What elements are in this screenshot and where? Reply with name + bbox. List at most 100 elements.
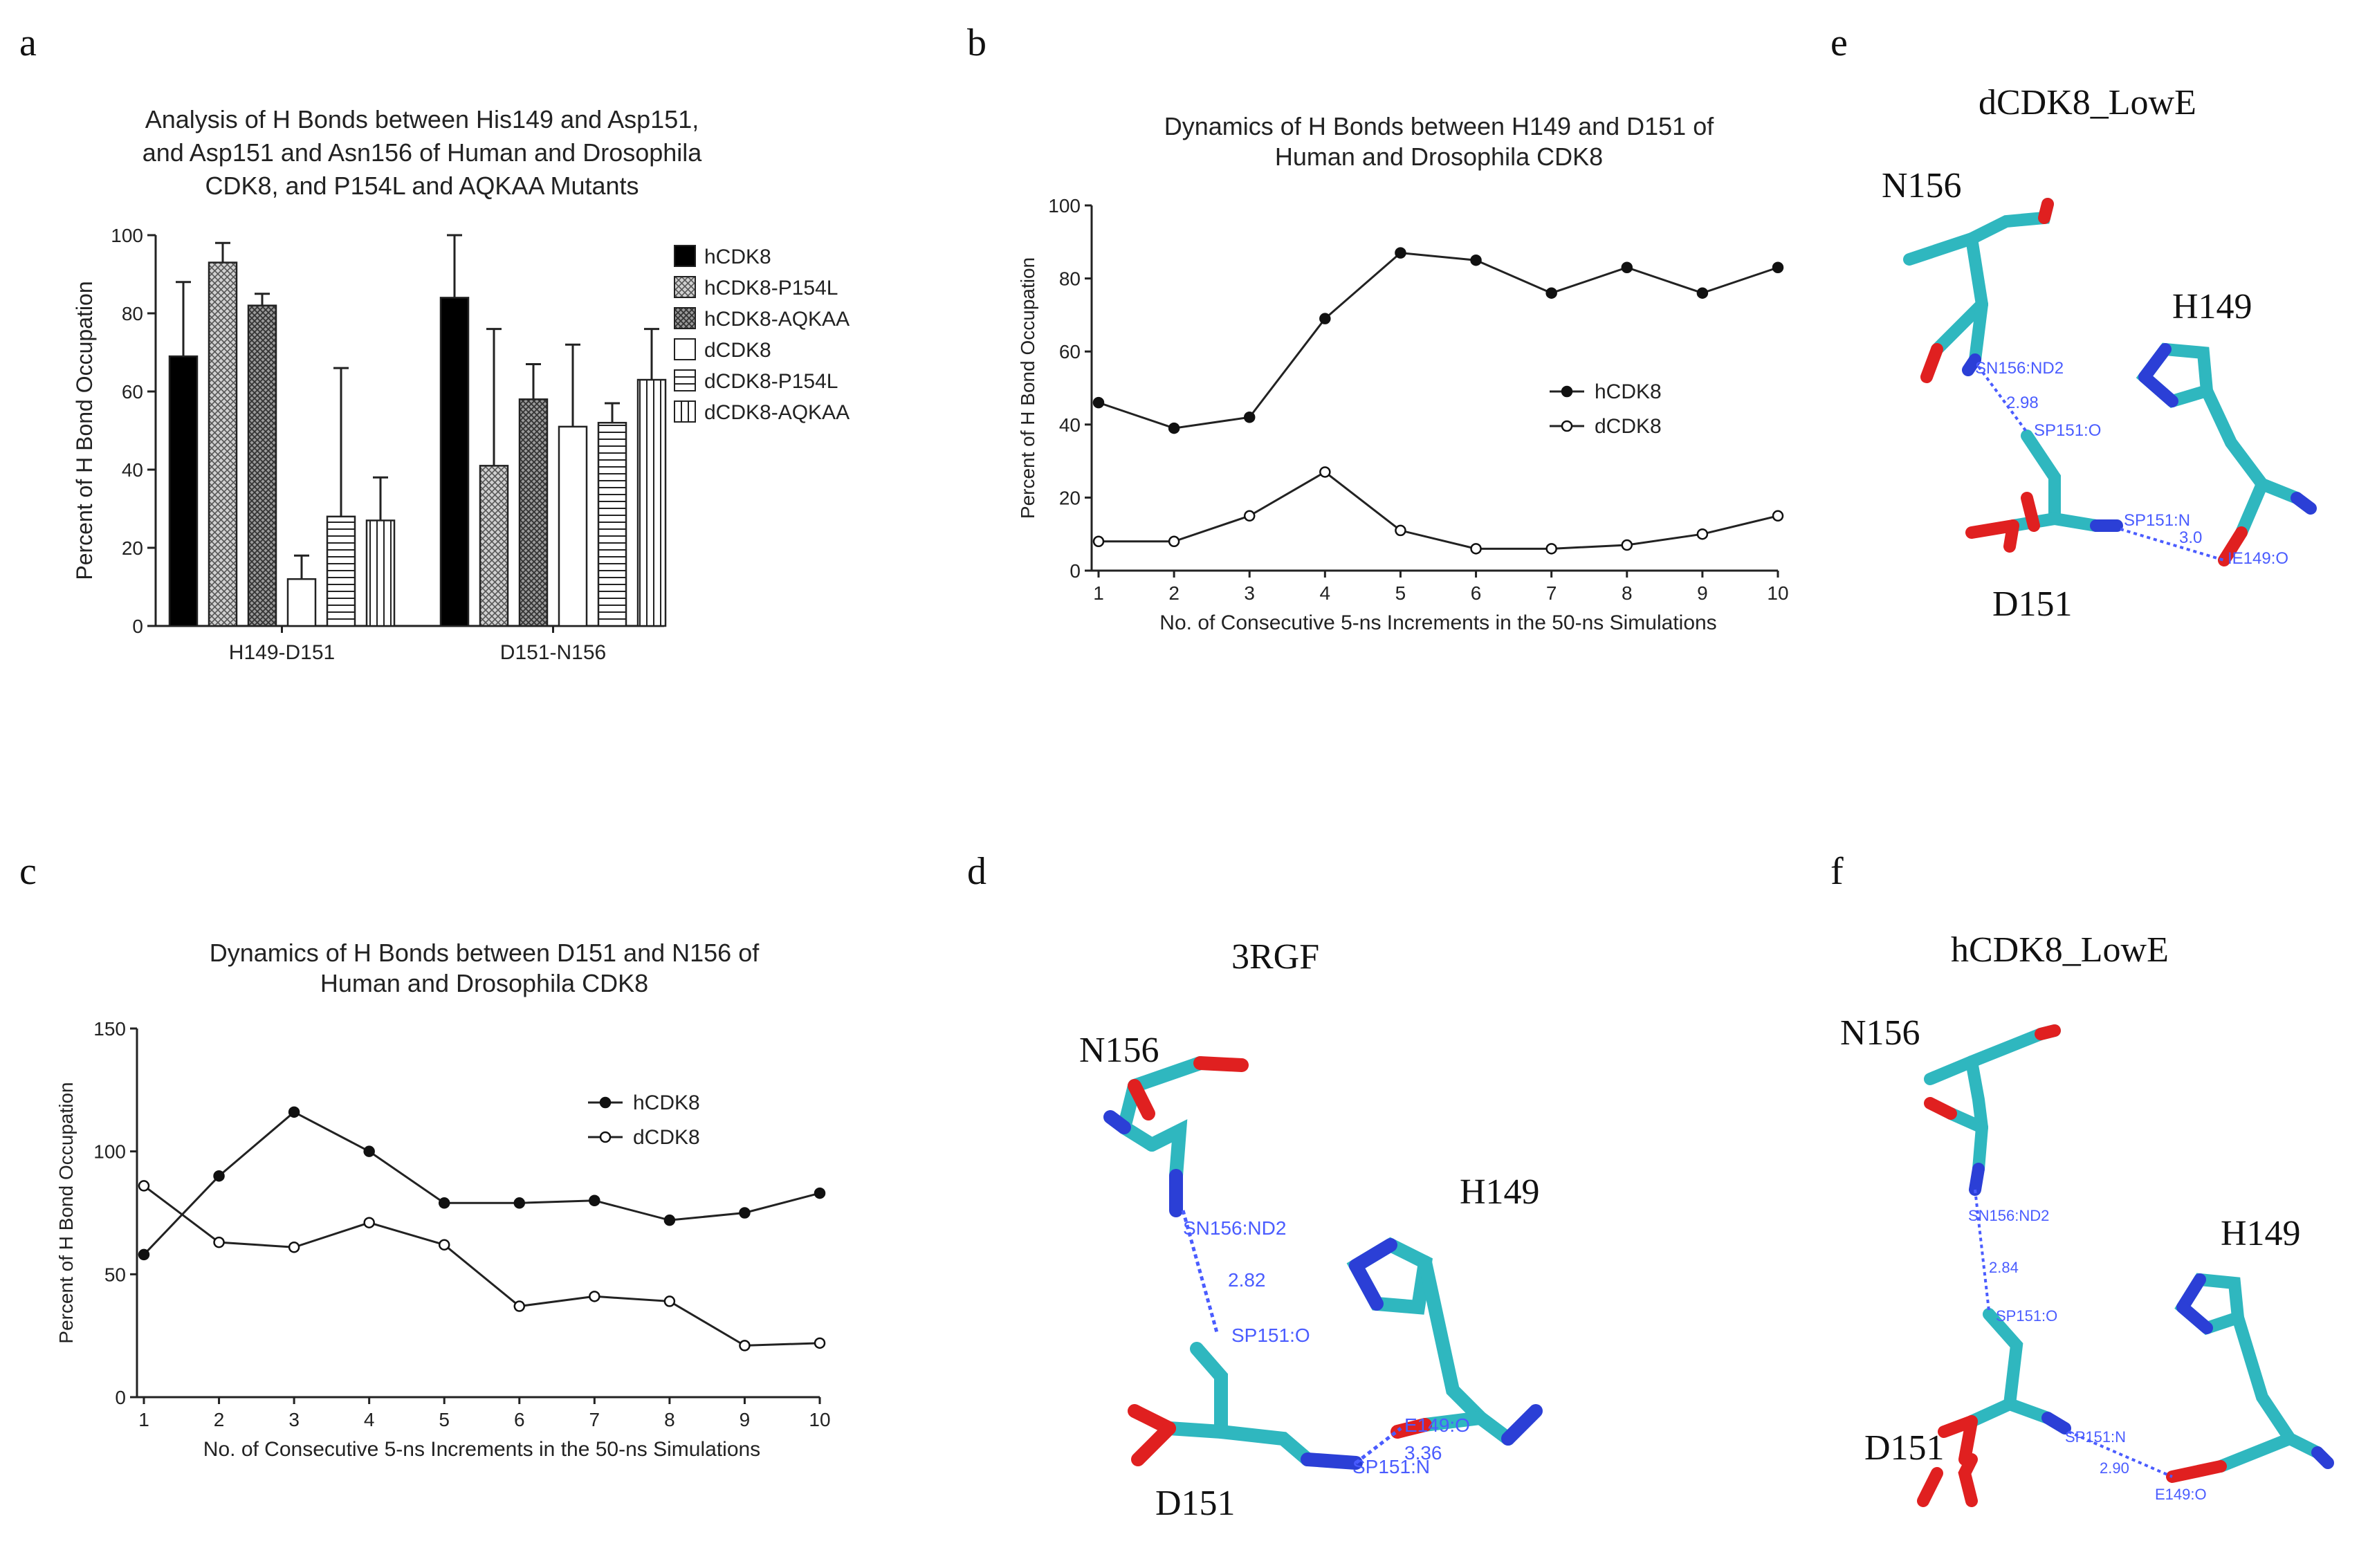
x-axis-label: No. of Consecutive 5-ns Increments in th… (203, 1438, 760, 1461)
x-tick-label: 4 (364, 1409, 375, 1430)
residue-label-d151: D151 (1864, 1428, 1945, 1468)
series-line (1099, 470, 1779, 550)
bar (479, 465, 509, 627)
y-tick-label: 40 (1059, 414, 1081, 436)
y-tick-label: 80 (122, 303, 143, 324)
residue-label-d151: D151 (1155, 1484, 1236, 1523)
legend-label: dCDK8-P154L (704, 370, 838, 393)
data-point (1470, 543, 1482, 555)
hbond-label-acceptor: SP151:O (1231, 1325, 1310, 1346)
structure-d-title: 3RGF (1231, 937, 1319, 977)
chart-c-title: Dynamics of H Bonds between D151 and N15… (210, 939, 760, 997)
data-point (1243, 411, 1256, 423)
bar (365, 519, 396, 627)
y-tick-label: 100 (1048, 195, 1081, 216)
chart-title-line: Dynamics of H Bonds between D151 and N15… (210, 939, 760, 967)
x-tick-label: 7 (1546, 582, 1557, 604)
panel-label-b: b (967, 21, 986, 64)
legend-label: dCDK8 (633, 1126, 700, 1149)
data-point (1696, 287, 1709, 299)
bar-chart-hbond-analysis: Analysis of H Bonds between His149 and A… (72, 105, 850, 664)
data-point (1395, 247, 1406, 259)
legend-marker (1561, 385, 1573, 398)
data-point (213, 1170, 225, 1182)
bar (247, 304, 277, 627)
x-tick-label: 5 (1395, 582, 1406, 604)
data-point (1545, 543, 1557, 555)
x-tick-label: 9 (740, 1409, 751, 1430)
chart-title-line: Human and Drosophila CDK8 (320, 969, 648, 997)
chart-c-legend: hCDK8 dCDK8 (588, 1091, 700, 1149)
data-point (138, 1248, 150, 1261)
x-tick-label: 1 (1093, 582, 1104, 604)
hbond-distance-2: 3.36 (1404, 1442, 1442, 1464)
legend-label: dCDK8 (1595, 415, 1662, 438)
h149-sticks (1346, 1237, 1543, 1446)
line-chart-h149-d151: Dynamics of H Bonds between H149 and D15… (1017, 112, 1789, 634)
x-tick-label: 1 (138, 1409, 149, 1430)
structure-f-title: hCDK8_LowE (1951, 930, 2169, 970)
x-tick-label: 6 (514, 1409, 525, 1430)
chart-b-legend: hCDK8 dCDK8 (1550, 380, 1662, 438)
hbond-label-donor: SN156:ND2 (1183, 1217, 1286, 1239)
structure-e-title: dCDK8_LowE (1979, 83, 2196, 122)
y-axis-label: Percent of H Bond Occupation (1017, 257, 1038, 519)
data-point (1395, 524, 1406, 537)
y-tick-label: 60 (122, 381, 143, 403)
residue-label-h149: H149 (2221, 1214, 2301, 1253)
chart-b-title: Dynamics of H Bonds between H149 and D15… (1164, 112, 1714, 171)
data-point (589, 1291, 600, 1302)
residue-label-n156: N156 (1882, 166, 1962, 205)
y-tick-label: 0 (132, 616, 143, 637)
bar (208, 261, 238, 627)
structure-dcdk8-lowe: dCDK8_LowE N156 H149 D151 SN156:ND2 2.98… (1882, 83, 2317, 624)
e-sticks (1903, 198, 2317, 566)
d151-sticks (1128, 1342, 1363, 1470)
legend-swatch (674, 400, 696, 423)
data-point (1319, 466, 1331, 478)
chart-a-legend: hCDK8 hCDK8-P154L hCDK8-AQKAA dCDK8 dCDK8-P1… (674, 245, 850, 424)
data-point (363, 1145, 375, 1157)
x-tick-label: 9 (1697, 582, 1708, 604)
chart-title-line: Analysis of H Bonds between His149 and A… (145, 105, 699, 133)
hbond-label-donor: SN156:ND2 (1968, 1207, 2049, 1224)
structure-hcdk8-lowe: hCDK8_LowE N156 H149 D151 SN156:ND2 2.84… (1840, 930, 2334, 1507)
x-tick-label: D151-N156 (500, 641, 606, 664)
y-tick-label: 100 (111, 225, 143, 246)
legend-label: hCDK8-AQKAA (704, 308, 850, 331)
hbonds (1181, 1210, 1402, 1464)
chart-title-line: Human and Drosophila CDK8 (1275, 142, 1603, 171)
y-tick-label: 40 (122, 459, 143, 481)
data-point (138, 1180, 150, 1192)
panel-label-f: f (1830, 850, 1844, 893)
bar (636, 378, 667, 627)
residue-label-n156: N156 (1840, 1013, 1920, 1053)
series-line (143, 1185, 820, 1347)
hbond-label-o: IE149:O (2228, 549, 2288, 568)
x-tick-label: 6 (1471, 582, 1482, 604)
data-point (1696, 528, 1709, 540)
data-point (1092, 535, 1105, 548)
panel-label-c: c (19, 850, 37, 893)
hbond-distance-2: 2.90 (2100, 1459, 2129, 1477)
panel-label-d: d (967, 850, 986, 893)
hbond-label-o: E149:O (1404, 1414, 1470, 1436)
x-tick-label: 4 (1320, 582, 1331, 604)
x-tick-label: 10 (809, 1409, 830, 1430)
chart-title-line: and Asp151 and Asn156 of Human and Droso… (143, 138, 703, 167)
data-point (513, 1300, 526, 1312)
line-chart-d151-n156: Dynamics of H Bonds between D151 and N15… (55, 939, 831, 1461)
legend-label: hCDK8 (704, 246, 771, 268)
hbond-label-acceptor: SP151:O (2034, 421, 2101, 440)
hbond-distance-1: 2.84 (1989, 1259, 2019, 1276)
data-point (1621, 261, 1633, 274)
hbond-distance-2: 3.0 (2179, 528, 2202, 547)
x-tick-label: 8 (1622, 582, 1633, 604)
legend-swatch (674, 307, 696, 329)
data-point (288, 1241, 300, 1253)
bar (518, 398, 549, 627)
y-tick-label: 20 (122, 537, 143, 559)
y-tick-label: 150 (93, 1018, 126, 1040)
y-tick-label: 80 (1059, 268, 1081, 290)
legend-swatch (674, 276, 696, 298)
